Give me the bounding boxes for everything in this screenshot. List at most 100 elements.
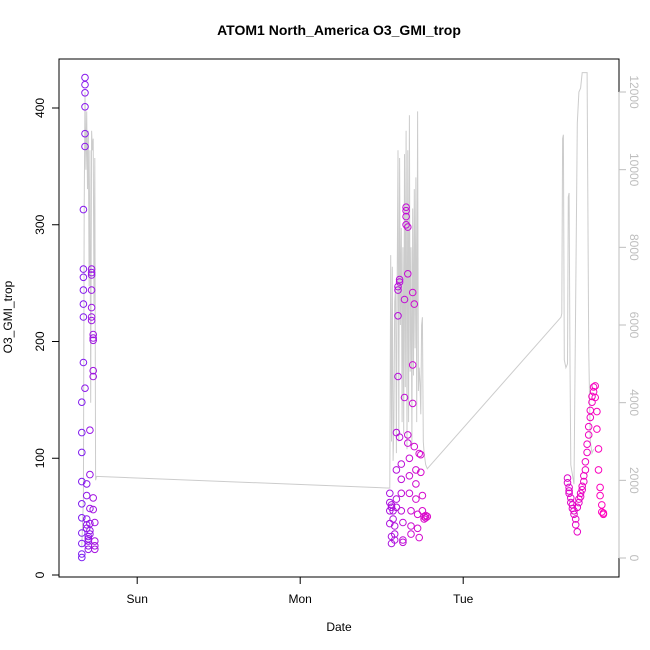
- data-point: [571, 521, 580, 529]
- y-tick-label: 100: [33, 448, 47, 468]
- data-point: [421, 514, 430, 522]
- secondary-line-layer: [81, 72, 595, 547]
- data-point: [395, 275, 404, 284]
- data-point: [596, 491, 604, 500]
- data-point: [79, 286, 88, 294]
- data-point: [400, 393, 409, 402]
- data-point: [404, 223, 412, 231]
- data-point: [89, 372, 97, 381]
- data-point: [400, 295, 409, 304]
- data-point: [593, 425, 601, 433]
- data-point: [421, 511, 430, 520]
- data-point: [82, 521, 91, 529]
- data-point: [392, 503, 401, 512]
- data-point: [576, 493, 585, 501]
- data-point: [397, 475, 406, 484]
- data-point: [397, 489, 406, 498]
- data-point: [402, 212, 410, 221]
- data-point: [78, 448, 86, 457]
- axis-layer: 0100200300400020004000600080001000012000…: [33, 75, 641, 606]
- data-point: [86, 470, 94, 479]
- y2-tick-label: 2000: [627, 467, 641, 494]
- y-tick-label: 300: [33, 214, 47, 234]
- data-point: [78, 514, 86, 522]
- data-point: [578, 482, 587, 491]
- data-point: [563, 479, 572, 487]
- data-point: [570, 510, 578, 519]
- data-point: [86, 519, 94, 528]
- data-point: [583, 440, 591, 449]
- data-point: [387, 503, 396, 512]
- data-point: [565, 489, 573, 498]
- data-point: [89, 505, 97, 514]
- y2-tick-label: 12000: [627, 75, 641, 109]
- data-point: [82, 491, 91, 500]
- data-point: [81, 80, 89, 89]
- data-point: [405, 454, 414, 463]
- data-point: [79, 205, 88, 214]
- data-point: [584, 422, 593, 431]
- data-point: [91, 545, 99, 554]
- data-point: [78, 539, 86, 548]
- data-point: [78, 500, 86, 508]
- data-point: [78, 529, 86, 537]
- data-point: [89, 334, 97, 342]
- data-point: [87, 268, 96, 277]
- data-point: [78, 553, 86, 562]
- data-point: [598, 508, 606, 516]
- data-point: [594, 445, 603, 453]
- data-point: [89, 336, 97, 345]
- data-point: [580, 477, 588, 486]
- data-point: [405, 489, 414, 498]
- data-point: [390, 530, 399, 538]
- data-point: [87, 271, 96, 279]
- data-point: [573, 503, 582, 512]
- data-point: [408, 361, 417, 369]
- data-point: [81, 142, 89, 151]
- data-point: [392, 466, 401, 474]
- data-point: [596, 483, 604, 492]
- y-tick-label: 400: [33, 98, 47, 118]
- data-point: [404, 439, 412, 447]
- data-point: [395, 433, 404, 442]
- data-point: [86, 426, 94, 435]
- data-point: [410, 300, 419, 308]
- data-point: [412, 466, 420, 474]
- data-point: [404, 431, 412, 439]
- data-point: [78, 398, 86, 407]
- data-point: [78, 550, 86, 558]
- data-point: [386, 498, 394, 507]
- data-point: [399, 518, 407, 527]
- data-point: [386, 489, 394, 498]
- data-point: [563, 474, 572, 482]
- data-point: [589, 383, 598, 391]
- data-point: [81, 89, 89, 97]
- secondary-series-line: [81, 72, 595, 547]
- data-point: [571, 515, 580, 523]
- data-point: [87, 313, 96, 321]
- data-point: [591, 393, 600, 402]
- data-point: [79, 265, 88, 273]
- data-point: [415, 449, 424, 458]
- data-point: [581, 466, 590, 474]
- data-point: [412, 480, 420, 488]
- data-point: [394, 312, 402, 320]
- plot-frame: [58, 58, 620, 578]
- data-point: [599, 509, 608, 517]
- data-point: [87, 316, 96, 325]
- data-point: [402, 221, 410, 229]
- data-point: [91, 537, 99, 545]
- data-point: [408, 288, 417, 297]
- x-tick-label: Tue: [453, 592, 474, 606]
- data-point: [390, 522, 399, 530]
- data-point: [395, 278, 404, 286]
- data-point: [581, 458, 590, 466]
- data-point: [84, 535, 93, 543]
- data-point: [418, 491, 427, 500]
- data-point: [397, 507, 406, 515]
- data-point: [79, 273, 88, 282]
- data-point: [584, 431, 593, 439]
- y2-tick-label: 4000: [627, 389, 641, 416]
- data-point: [394, 282, 402, 291]
